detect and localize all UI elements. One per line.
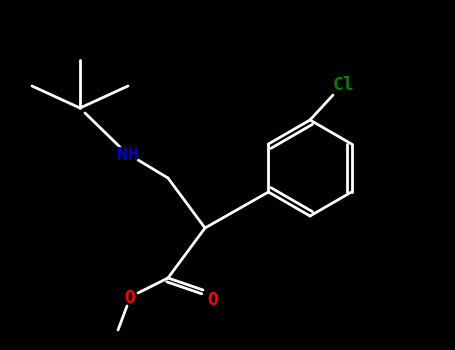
Text: NH: NH <box>117 146 139 164</box>
Text: O: O <box>207 291 218 309</box>
Text: O: O <box>125 289 136 307</box>
Text: Cl: Cl <box>332 76 354 94</box>
